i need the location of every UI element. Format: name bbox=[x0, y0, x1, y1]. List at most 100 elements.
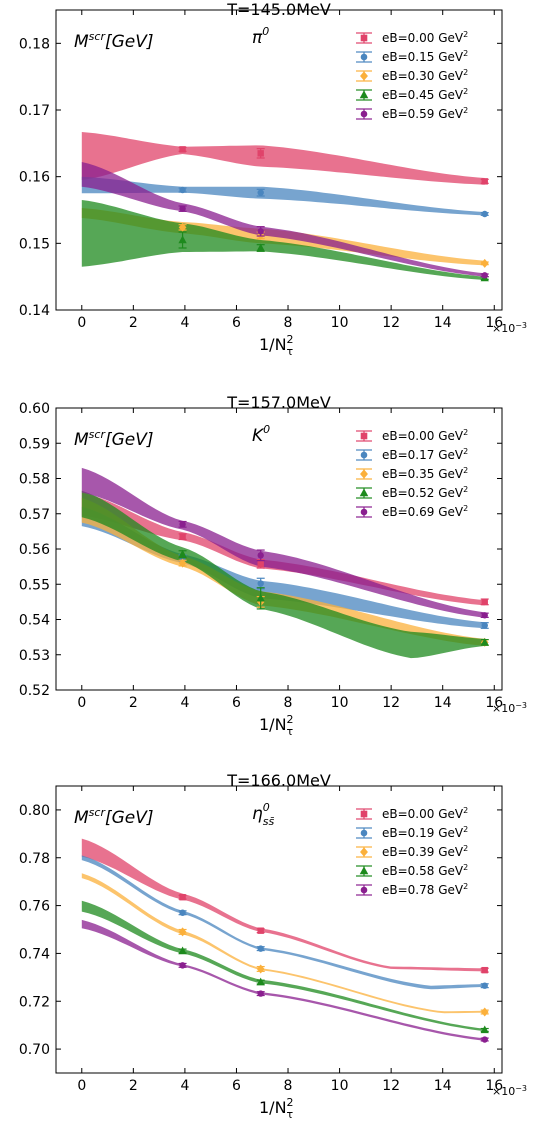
data-point bbox=[256, 587, 265, 610]
data-point bbox=[256, 188, 265, 197]
legend-label-sup: 2 bbox=[463, 844, 468, 853]
legend-label: eB=0.69 GeV2 bbox=[382, 504, 468, 519]
y-tick-label: 0.56 bbox=[19, 542, 50, 558]
square-marker bbox=[257, 560, 264, 568]
x-axis-label: 1/N2 τ bbox=[259, 713, 294, 738]
circle-marker bbox=[481, 272, 488, 279]
data-point bbox=[480, 272, 489, 279]
circle-marker bbox=[481, 210, 488, 218]
quantity-label-unit: [GeV] bbox=[105, 32, 154, 52]
data-point bbox=[480, 178, 489, 185]
legend-label: eB=0.30 GeV2 bbox=[382, 68, 468, 83]
triangle-marker bbox=[256, 977, 265, 986]
x-axis-label-sub: τ bbox=[287, 725, 294, 738]
quantity-label-sup: scr bbox=[89, 30, 107, 43]
x-multiplier: ×10−3 bbox=[492, 701, 527, 715]
legend-label: eB=0.00 GeV2 bbox=[382, 30, 468, 45]
x-tick-label: 0 bbox=[77, 1078, 86, 1094]
diamond-marker bbox=[256, 964, 265, 974]
x-tick-label: 2 bbox=[129, 1078, 138, 1094]
x-axis-label-sub: τ bbox=[287, 345, 294, 358]
x-tick-label: 16 bbox=[485, 695, 503, 711]
legend-label-sup: 2 bbox=[463, 87, 468, 96]
triangle-marker bbox=[359, 866, 369, 875]
x-tick-label: 12 bbox=[382, 1078, 400, 1094]
triangle-marker bbox=[178, 235, 187, 244]
data-point bbox=[178, 558, 187, 568]
y-tick-label: 0.76 bbox=[19, 899, 50, 915]
x-axis-label-sup: 2 bbox=[287, 713, 294, 726]
legend-label-sup: 2 bbox=[463, 106, 468, 115]
data-point bbox=[256, 226, 265, 237]
circle-marker bbox=[360, 829, 368, 837]
legend-label-sup: 2 bbox=[463, 428, 468, 437]
data-point bbox=[178, 186, 187, 194]
legend-label: eB=0.35 GeV2 bbox=[382, 466, 468, 481]
quantity-label-unit: [GeV] bbox=[105, 430, 154, 450]
legend-label-text: eB=0.17 GeV bbox=[382, 448, 464, 462]
data-point bbox=[480, 1007, 489, 1017]
x-tick-label: 14 bbox=[434, 1078, 452, 1094]
circle-marker bbox=[179, 962, 186, 969]
triangle-marker bbox=[178, 549, 187, 558]
x-axis-label-main: 1/N bbox=[259, 1098, 287, 1117]
quantity-label-sup: scr bbox=[89, 806, 107, 819]
square-marker bbox=[481, 966, 488, 974]
quantity-label-sup: scr bbox=[89, 428, 107, 441]
legend-label-text: eB=0.78 GeV bbox=[382, 883, 464, 897]
y-tick-label: 0.17 bbox=[19, 103, 50, 119]
legend-entry: eB=0.59 GeV2 bbox=[356, 106, 468, 121]
x-tick-label: 6 bbox=[232, 695, 241, 711]
x-axis-label-sub: τ bbox=[287, 1108, 294, 1121]
circle-marker bbox=[257, 990, 264, 997]
x-multiplier-base: ×10 bbox=[492, 702, 515, 715]
circle-marker bbox=[360, 451, 368, 459]
data-point bbox=[480, 612, 489, 619]
diamond-marker bbox=[360, 847, 368, 857]
x-tick-label: 8 bbox=[284, 1078, 293, 1094]
circle-marker bbox=[257, 189, 264, 196]
circle-marker bbox=[360, 53, 368, 61]
legend-label-text: eB=0.45 GeV bbox=[382, 88, 464, 102]
particle-sup: 0 bbox=[263, 801, 270, 814]
particle-sup: 0 bbox=[263, 423, 270, 436]
data-point bbox=[178, 927, 187, 937]
legend-label: eB=0.00 GeV2 bbox=[382, 428, 468, 443]
circle-marker bbox=[360, 110, 368, 118]
diamond-marker bbox=[480, 1007, 489, 1017]
y-tick-label: 0.18 bbox=[19, 36, 50, 52]
x-tick-label: 6 bbox=[232, 315, 241, 331]
square-marker bbox=[360, 432, 368, 440]
legend-label-sup: 2 bbox=[463, 504, 468, 513]
data-point bbox=[178, 946, 187, 955]
chart-title: T=157.0MeV bbox=[226, 393, 331, 412]
circle-marker bbox=[257, 580, 264, 587]
square-marker bbox=[179, 894, 186, 901]
x-tick-label: 10 bbox=[331, 695, 349, 711]
legend-label-sup: 2 bbox=[463, 49, 468, 58]
x-multiplier: ×10−3 bbox=[492, 1084, 527, 1098]
y-tick-label: 0.57 bbox=[19, 507, 50, 523]
triangle-marker bbox=[359, 90, 369, 99]
data-point bbox=[480, 1025, 489, 1034]
circle-marker bbox=[360, 508, 368, 516]
legend-entry: eB=0.69 GeV2 bbox=[356, 504, 468, 519]
diamond-marker bbox=[178, 927, 187, 937]
legend-entry: eB=0.58 GeV2 bbox=[356, 863, 468, 878]
data-point bbox=[256, 990, 265, 997]
triangle-marker bbox=[178, 946, 187, 955]
data-point bbox=[256, 148, 265, 159]
x-axis-label: 1/N2 τ bbox=[259, 1096, 294, 1121]
legend-label-text: eB=0.30 GeV bbox=[382, 69, 464, 83]
particle-sub: ss̄ bbox=[263, 815, 275, 828]
triangle-marker bbox=[359, 488, 369, 497]
circle-marker bbox=[481, 1036, 488, 1043]
y-tick-label: 0.16 bbox=[19, 170, 50, 186]
particle-label: π0 bbox=[252, 25, 269, 48]
legend-entry: eB=0.30 GeV2 bbox=[356, 68, 468, 83]
x-multiplier-exp: −3 bbox=[515, 1084, 527, 1093]
legend-label-sup: 2 bbox=[463, 882, 468, 891]
data-point bbox=[480, 622, 489, 629]
x-tick-label: 14 bbox=[434, 695, 452, 711]
